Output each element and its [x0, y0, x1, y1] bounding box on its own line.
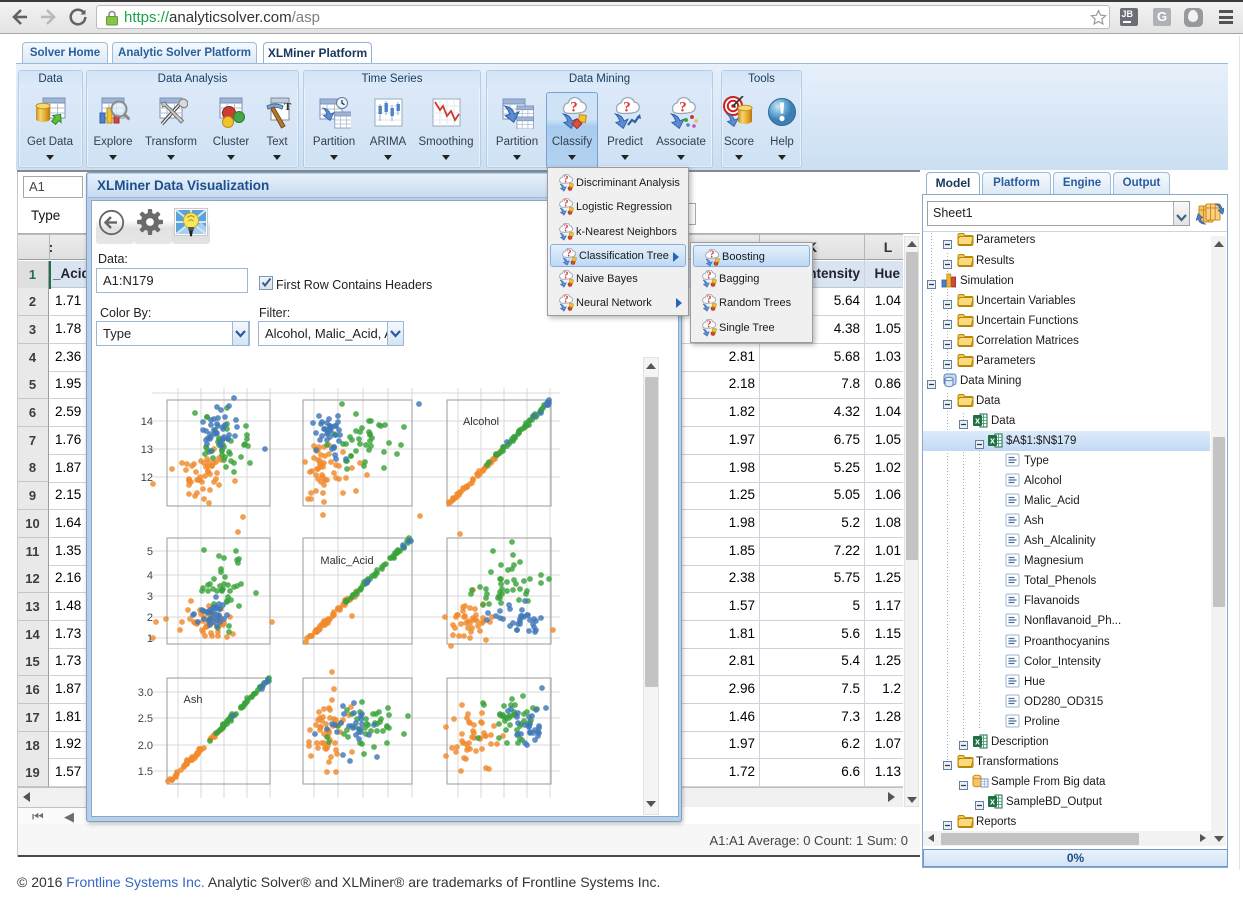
- svg-text:?: ?: [707, 295, 712, 306]
- svg-text:Malic_Acid: Malic_Acid: [320, 555, 373, 567]
- svg-text:x: x: [975, 416, 980, 426]
- svg-text:3: 3: [147, 591, 153, 603]
- svg-text:2.5: 2.5: [138, 713, 153, 725]
- svg-text:Ash: Ash: [184, 694, 203, 706]
- svg-text:?: ?: [564, 199, 569, 210]
- svg-text:T: T: [284, 101, 292, 113]
- svg-text:1: 1: [147, 633, 153, 645]
- svg-text:4: 4: [147, 570, 153, 582]
- svg-text:x: x: [990, 797, 995, 807]
- svg-text:x: x: [975, 737, 980, 747]
- svg-text:Alcohol: Alcohol: [463, 416, 499, 428]
- svg-text:2: 2: [147, 612, 153, 624]
- svg-text:5: 5: [147, 546, 153, 558]
- svg-text:2.0: 2.0: [138, 740, 153, 752]
- svg-text:x: x: [990, 436, 995, 446]
- svg-text:?: ?: [710, 249, 715, 260]
- svg-text:12: 12: [141, 472, 153, 484]
- svg-text:3.0: 3.0: [138, 687, 153, 699]
- svg-text:?: ?: [564, 270, 569, 281]
- svg-text:?: ?: [567, 249, 572, 260]
- svg-text:1.5: 1.5: [138, 766, 153, 778]
- svg-text:13: 13: [141, 444, 153, 456]
- svg-text:?: ?: [564, 223, 569, 234]
- svg-text:14: 14: [141, 416, 153, 428]
- svg-text:?: ?: [707, 270, 712, 281]
- svg-text:?: ?: [707, 319, 712, 330]
- svg-text:?: ?: [564, 295, 569, 306]
- svg-text:?: ?: [564, 174, 569, 185]
